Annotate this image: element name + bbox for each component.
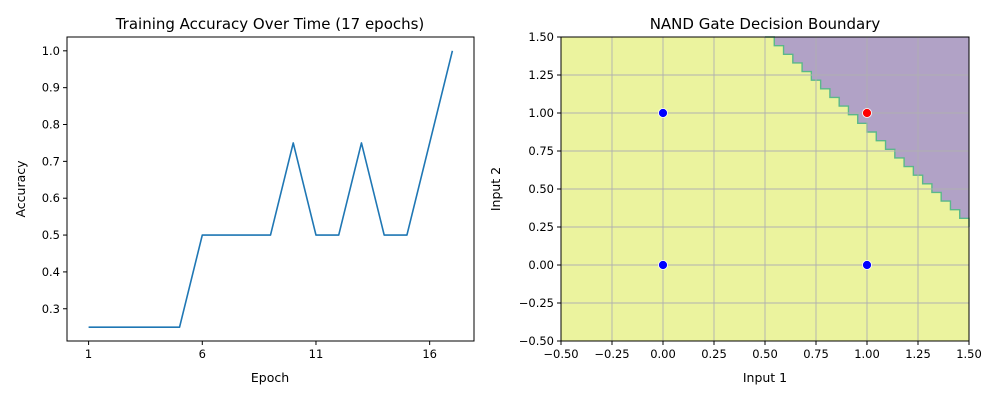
y-tick-label: −0.50 [519,334,554,348]
nand-chart-ylabel: Input 2 [488,167,503,211]
data-point-output-1 [862,260,872,270]
x-tick-label: 0.75 [803,347,829,361]
nand-chart-title: NAND Gate Decision Boundary [650,15,881,33]
y-tick-label: 0.8 [42,118,60,132]
x-tick-label: 0.50 [752,347,778,361]
accuracy-chart-frame [66,36,475,342]
x-tick-label: 1.00 [854,347,880,361]
x-tick-label: 1 [85,347,92,361]
x-tick-label: 0.25 [701,347,727,361]
y-tick-label: 1.50 [528,30,554,44]
y-tick-label: 1.25 [528,68,554,82]
accuracy-chart-xlabel: Epoch [251,370,289,385]
data-point-output-0 [862,108,872,118]
x-tick-label: 16 [422,347,437,361]
x-tick-label: 1.25 [905,347,931,361]
y-tick-label: 0.75 [528,144,554,158]
y-tick-label: −0.25 [519,296,554,310]
accuracy-chart: Training Accuracy Over Time (17 epochs) … [13,15,475,385]
x-tick-label: 11 [309,347,324,361]
nand-chart-frame [560,36,970,342]
y-tick-label: 1.0 [42,44,60,58]
y-tick-label: 1.00 [528,106,554,120]
y-tick-label: 0.3 [42,302,60,316]
y-tick-label: 0.5 [42,228,60,242]
x-tick-label: −0.25 [594,347,629,361]
y-tick-label: 0.50 [528,182,554,196]
x-tick-label: 0.00 [650,347,676,361]
x-tick-label: 1.50 [956,347,982,361]
y-tick-label: 0.00 [528,258,554,272]
x-tick-label: 6 [199,347,206,361]
y-tick-label: 0.4 [42,265,60,279]
nand-boundary-chart: NAND Gate Decision Boundary −0.50 −0.25 0.… [488,15,982,385]
accuracy-chart-title: Training Accuracy Over Time (17 epochs) [115,15,425,33]
y-tick-label: 0.9 [42,81,60,95]
x-tick-label: −0.50 [543,347,578,361]
accuracy-line [88,50,454,328]
data-point-output-1 [658,260,668,270]
y-tick-label: 0.6 [42,191,60,205]
y-tick-label: 0.7 [42,154,60,168]
accuracy-chart-ylabel: Accuracy [13,160,28,218]
data-point-output-1 [658,108,668,118]
nand-chart-xlabel: Input 1 [743,370,787,385]
y-tick-label: 0.25 [528,220,554,234]
